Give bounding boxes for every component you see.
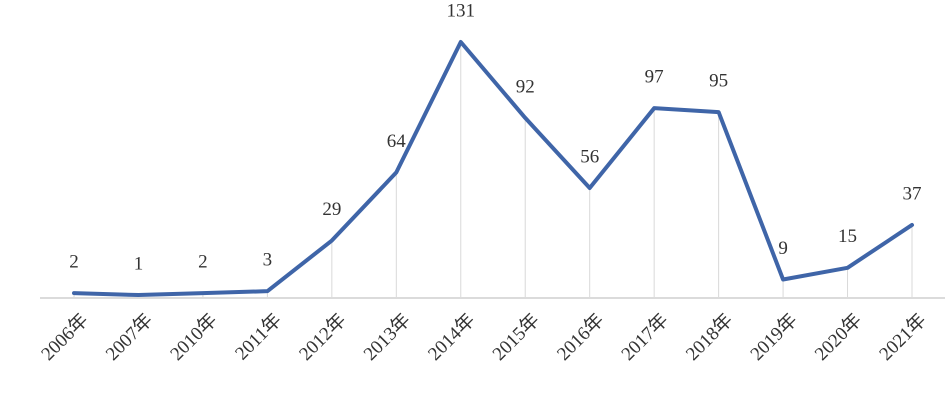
data-label: 9 xyxy=(778,238,788,259)
x-tick-label: 2017年 xyxy=(617,309,673,365)
x-tick-label: 2010年 xyxy=(166,309,222,365)
data-label: 92 xyxy=(516,76,535,97)
x-tick-label: 2014年 xyxy=(424,309,480,365)
x-tick-label: 2016年 xyxy=(552,309,608,365)
x-tick-label: 2013年 xyxy=(359,309,415,365)
x-tick-label: 2021年 xyxy=(875,309,931,365)
data-label: 29 xyxy=(322,199,341,220)
data-label: 2 xyxy=(198,251,208,272)
x-tick-label: 2007年 xyxy=(101,309,157,365)
x-tick-label: 2019年 xyxy=(746,309,802,365)
data-label: 2 xyxy=(69,251,79,272)
x-tick-label: 2018年 xyxy=(681,309,737,365)
data-label: 131 xyxy=(447,0,476,21)
data-label: 1 xyxy=(134,253,144,274)
data-line xyxy=(72,40,914,298)
x-tick-label: 2011年 xyxy=(231,309,286,364)
data-label: 37 xyxy=(903,183,922,204)
data-label: 3 xyxy=(263,250,273,271)
x-tick-label: 2006年 xyxy=(37,309,93,365)
x-tick-label: 2012年 xyxy=(295,309,351,365)
data-label: 95 xyxy=(709,70,728,91)
data-label: 15 xyxy=(838,226,857,247)
data-label: 97 xyxy=(645,67,664,88)
x-tick-label: 2020年 xyxy=(810,309,866,365)
x-tick-label: 2015年 xyxy=(488,309,544,365)
data-label: 64 xyxy=(387,131,407,152)
data-label: 56 xyxy=(580,146,599,167)
